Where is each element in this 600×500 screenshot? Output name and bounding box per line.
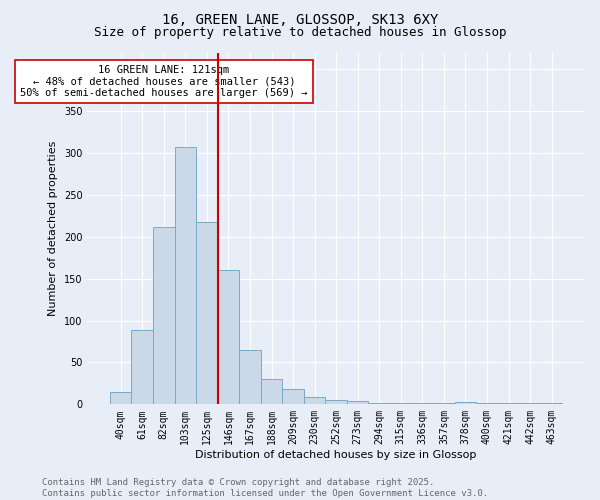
Bar [455,402,476,404]
Bar [390,402,412,404]
Text: 16 GREEN LANE: 121sqm
← 48% of detached houses are smaller (543)
50% of semi-det: 16 GREEN LANE: 121sqm ← 48% of detached … [20,65,308,98]
Bar [368,402,390,404]
Bar [282,390,304,404]
Bar [412,402,433,404]
Bar [153,226,175,404]
Bar [175,147,196,405]
Text: Size of property relative to detached houses in Glossop: Size of property relative to detached ho… [94,26,506,39]
Bar [304,397,325,404]
Text: 16, GREEN LANE, GLOSSOP, SK13 6XY: 16, GREEN LANE, GLOSSOP, SK13 6XY [162,12,438,26]
Bar [433,402,455,404]
Bar [347,401,368,404]
Bar [131,330,153,404]
Y-axis label: Number of detached properties: Number of detached properties [48,140,58,316]
Bar [218,270,239,404]
X-axis label: Distribution of detached houses by size in Glossop: Distribution of detached houses by size … [196,450,477,460]
Text: Contains HM Land Registry data © Crown copyright and database right 2025.
Contai: Contains HM Land Registry data © Crown c… [42,478,488,498]
Bar [261,379,282,404]
Bar [110,392,131,404]
Bar [196,222,218,404]
Bar [325,400,347,404]
Bar [239,350,261,405]
